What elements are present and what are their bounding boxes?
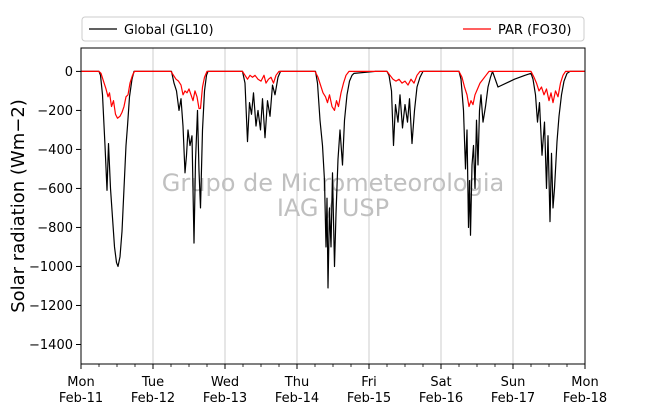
series-layer	[81, 70, 585, 289]
legend-label-par: PAR (FO30)	[498, 23, 571, 38]
x-tick-date: Feb-13	[203, 391, 247, 406]
series-line-0	[81, 70, 585, 289]
y-axis-label: Solar radiation (Wm−2)	[8, 99, 29, 313]
x-tick-day: Sat	[430, 375, 451, 390]
series-line-1	[81, 70, 585, 119]
x-tick-day: Wed	[211, 375, 239, 390]
x-tick-day: Mon	[67, 375, 94, 390]
legend: Global (GL10) PAR (FO30)	[81, 16, 585, 42]
x-tick-date: Feb-11	[59, 391, 103, 406]
x-tick-day: Tue	[141, 375, 164, 390]
x-tick-day: Mon	[571, 375, 598, 390]
y-tick-label: 0	[65, 65, 73, 80]
legend-label-global: Global (GL10)	[124, 23, 214, 38]
x-tick-date: Feb-16	[419, 391, 463, 406]
y-tick-label: −800	[37, 221, 73, 236]
y-tick-label: −1400	[29, 338, 73, 353]
legend-frame	[81, 16, 585, 42]
vertical-gridlines	[152, 48, 514, 364]
x-tick-date: Feb-18	[563, 391, 607, 406]
y-tick-label: −1000	[29, 260, 73, 275]
x-tick-day: Thu	[284, 375, 309, 390]
x-tick-day: Fri	[361, 375, 377, 390]
x-tick-date: Feb-14	[275, 391, 319, 406]
y-tick-label: −1200	[29, 299, 73, 314]
y-tick-label: −400	[37, 143, 73, 158]
x-tick-day: Sun	[501, 375, 526, 390]
x-tick-date: Feb-12	[131, 391, 175, 406]
y-tick-label: −600	[37, 182, 73, 197]
x-tick-date: Feb-17	[491, 391, 535, 406]
y-axis-ticks: 0 −200 −400 −600 −800 −1000 −1200 −1400	[29, 65, 81, 353]
x-axis-ticks: MonFeb-11TueFeb-12WedFeb-13ThuFeb-14FriF…	[59, 364, 607, 406]
y-tick-label: −200	[37, 104, 73, 119]
x-tick-date: Feb-15	[347, 391, 391, 406]
